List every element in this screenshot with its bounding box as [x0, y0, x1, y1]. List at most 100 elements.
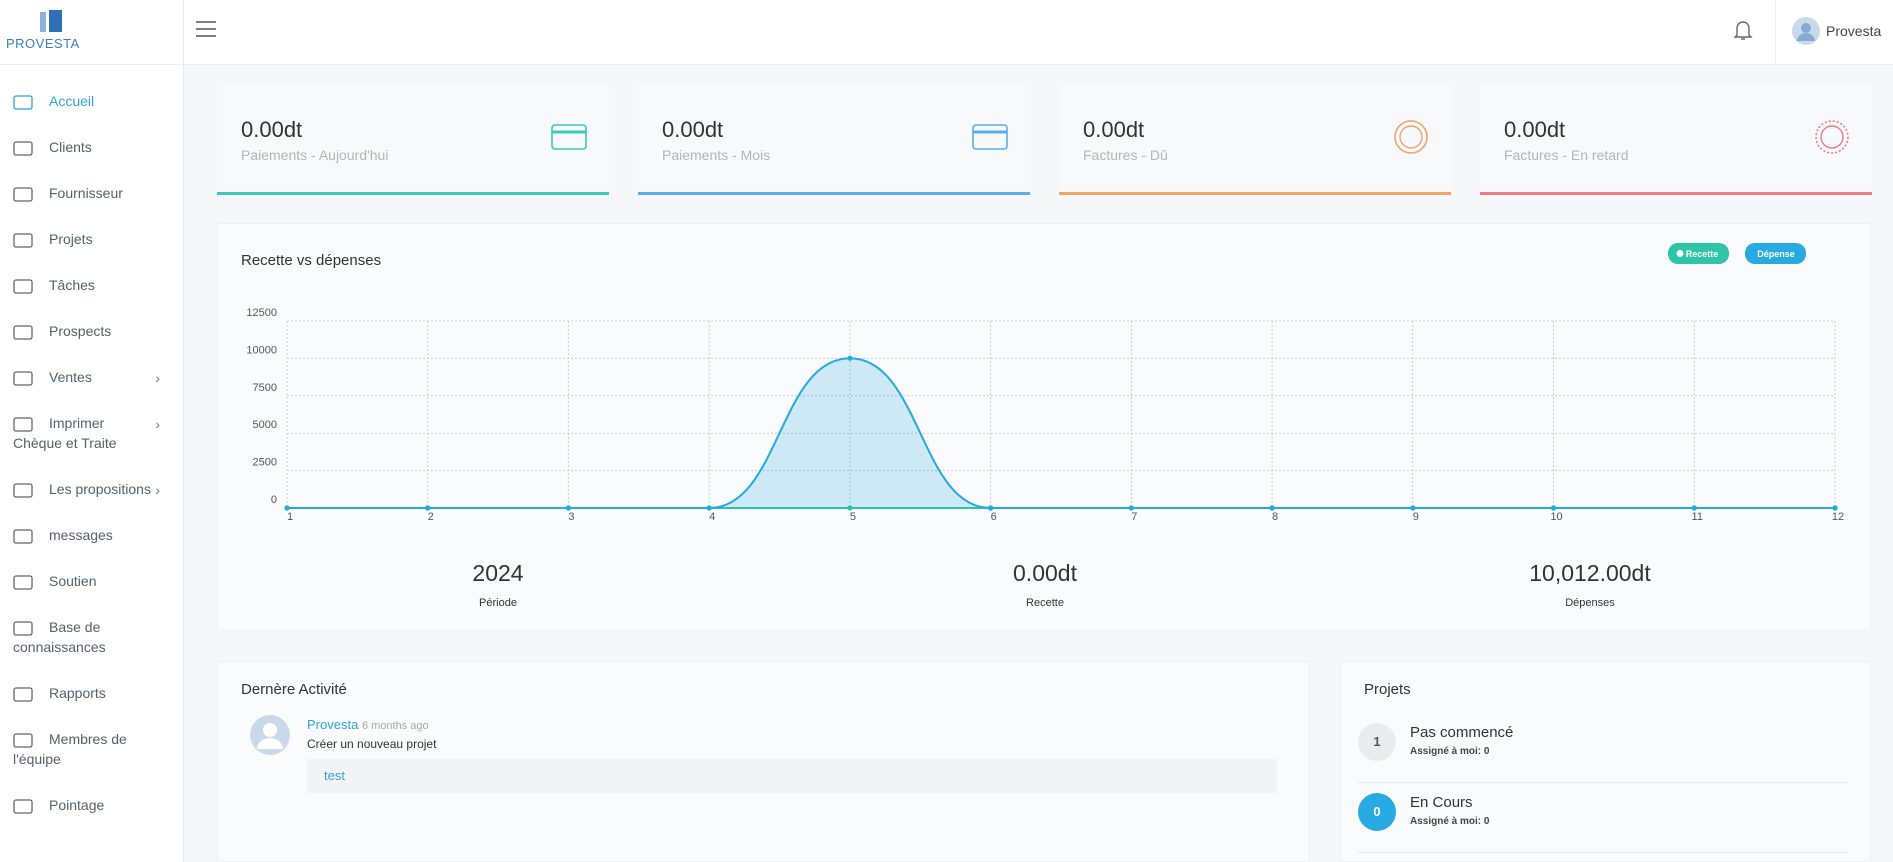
project-count: 0: [1358, 793, 1396, 831]
summary-value: 0.00dt: [1013, 560, 1077, 586]
chevron: ›: [155, 482, 160, 498]
y-tick-label: 5000: [253, 419, 277, 431]
menu-item[interactable]: Clients: [0, 124, 184, 170]
x-tick-label: 5: [850, 511, 856, 523]
point: [1410, 505, 1416, 511]
menu-item[interactable]: Les propositions ›: [0, 466, 184, 512]
project-assigned: Assigné à moi: 0: [1410, 816, 1489, 827]
menu-item[interactable]: Fournisseur: [0, 170, 184, 216]
menu-item[interactable]: Tâches: [0, 262, 184, 308]
menu-item[interactable]: Pointage: [0, 782, 184, 828]
point: [1550, 505, 1557, 511]
menu-icon: [13, 187, 33, 202]
card-label: Paiements - Mois: [662, 147, 771, 163]
summary-value: 2024: [472, 560, 524, 586]
activity-time: 6 months ago: [361, 720, 429, 732]
menu-label: Clients: [49, 139, 92, 155]
sidebar: PROVESTA Accueil Clients Fournisseur Projet…: [0, 0, 184, 862]
activity-detail[interactable]: test: [307, 759, 1277, 793]
card-icon: [972, 124, 1008, 150]
x-tick-label: 9: [1413, 511, 1419, 523]
point: [284, 505, 290, 511]
menu-toggle[interactable]: [196, 20, 216, 38]
card-icon: [1394, 120, 1428, 154]
x-tick-label: 1: [287, 511, 293, 523]
x-tick-label: 6: [991, 511, 997, 523]
stat-card: 0.00dt Paiements - Mois: [638, 85, 1030, 195]
project-row[interactable]: 0 En Cours Assigné à moi: 0: [1358, 787, 1848, 853]
assigned-label: Assigné à moi:: [1410, 746, 1482, 757]
menu-label: Soutien: [49, 573, 97, 589]
icon-shape: [13, 529, 33, 544]
legend-swatch: [1745, 243, 1806, 264]
menu-item[interactable]: Projets: [0, 216, 184, 262]
point: [988, 505, 994, 511]
x-tick-label: 8: [1272, 511, 1278, 523]
menu-item[interactable]: Soutien: [0, 558, 184, 604]
menu-item[interactable]: Rapports: [0, 670, 184, 716]
summary-label: Recette: [1026, 597, 1064, 609]
menu-item[interactable]: Ventes ›: [0, 354, 184, 400]
icon-shape: [13, 279, 33, 294]
card-label: Factures - Dû: [1083, 147, 1168, 163]
menu-label: Rapports: [49, 685, 106, 701]
menu-icon: [13, 95, 33, 110]
menu-label: Ventes: [49, 369, 92, 385]
card-value: 0.00dt: [1083, 117, 1145, 142]
icon-shape: [1815, 120, 1849, 154]
topbar: Provesta: [184, 0, 1893, 65]
icon-shape: [1394, 120, 1428, 154]
user-name[interactable]: Provesta: [1826, 23, 1882, 39]
stat-card: 0.00dt Paiements - Aujourd'hui: [217, 85, 609, 195]
icon-shape: [13, 233, 33, 248]
x-tick-label: 10: [1550, 511, 1562, 523]
notifications[interactable]: [1733, 18, 1753, 42]
assigned-label: Assigné à moi:: [1410, 816, 1482, 827]
menu: Accueil Clients Fournisseur Projets Tâches Pr…: [0, 78, 184, 828]
icon-shape: [13, 417, 33, 432]
icon-shape: [13, 575, 33, 590]
point: [1128, 505, 1134, 511]
chart-panel: Recette vs dépenses: [217, 223, 1871, 631]
menu-label: Base de connaissances: [13, 619, 106, 655]
menu-icon: [13, 325, 33, 340]
avatar[interactable]: [1792, 17, 1820, 45]
activity-user[interactable]: Provesta: [307, 717, 359, 732]
legend-dot: [1676, 250, 1684, 257]
point: [425, 505, 431, 511]
icon-shape: [13, 95, 33, 110]
menu-item[interactable]: Prospects: [0, 308, 184, 354]
icon-shape: [13, 621, 33, 636]
summary-value: 10,012.00dt: [1529, 560, 1651, 586]
menu-item[interactable]: messages: [0, 512, 184, 558]
y-tick-label: 7500: [253, 382, 277, 394]
brand[interactable]: PROVESTA: [0, 0, 184, 65]
icon-shape: [13, 141, 33, 156]
icon-shape: [972, 124, 1008, 150]
icon-shape: [1820, 125, 1844, 149]
menu-label: Les propositions: [49, 481, 151, 497]
legend-item: Recette: [1668, 243, 1729, 264]
menu-icon: [13, 575, 33, 590]
project-assigned: Assigné à moi: 0: [1410, 746, 1489, 757]
menu-label: Prospects: [49, 323, 112, 339]
menu-label: Accueil: [49, 93, 95, 109]
menu-icon: [13, 687, 33, 702]
menu-item[interactable]: Accueil: [0, 78, 184, 124]
project-row[interactable]: 1 Pas commencé Assigné à moi: 0: [1358, 717, 1848, 783]
menu-item[interactable]: Base de connaissances: [0, 604, 184, 670]
project-name: Pas commencé: [1410, 724, 1514, 741]
chevron: ›: [155, 370, 160, 386]
y-tick-label: 12500: [246, 307, 277, 319]
logo: [40, 10, 62, 32]
icon-shape: [1399, 125, 1423, 149]
icon-shape: [13, 733, 33, 748]
menu-item[interactable]: Membres de l'équipe: [0, 716, 184, 782]
menu-icon: [13, 371, 33, 386]
card-icon: [1815, 120, 1849, 154]
menu-icon: [13, 483, 33, 498]
point: [565, 505, 572, 511]
point: [1269, 505, 1275, 511]
menu-item[interactable]: Imprimer Chèque et Traite ›: [0, 400, 184, 466]
activity-panel: Dernère Activité Provesta 6 months ago C…: [217, 661, 1310, 862]
